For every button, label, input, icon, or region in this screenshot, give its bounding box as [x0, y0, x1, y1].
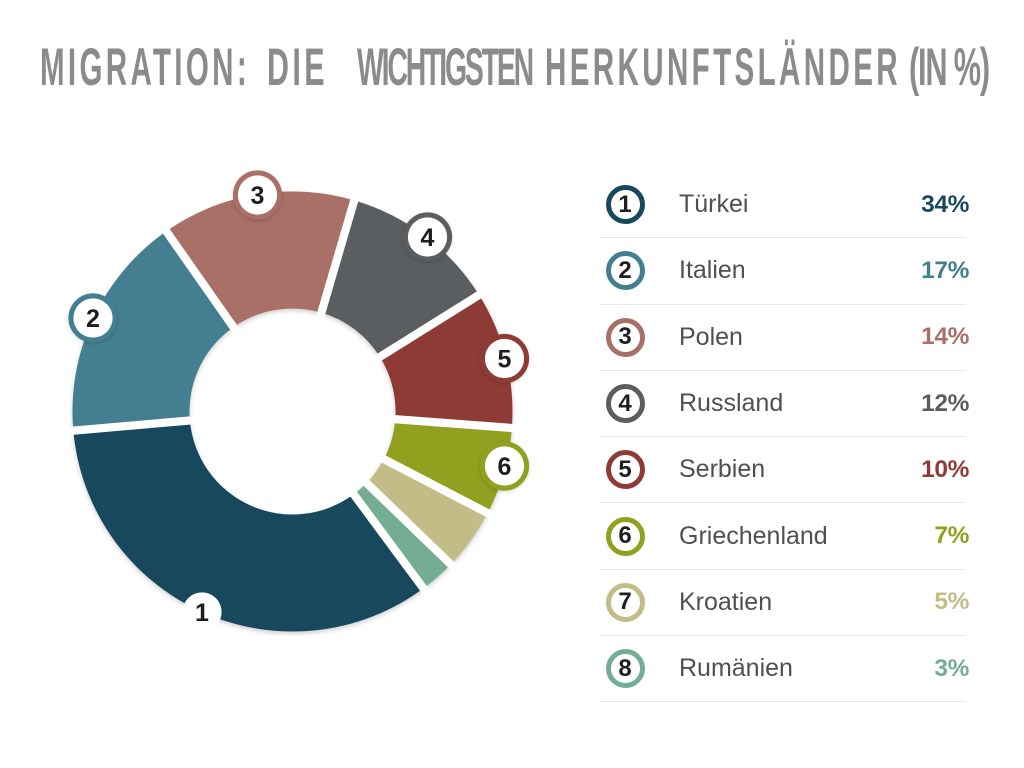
svg-text:3: 3	[251, 182, 265, 210]
svg-text:4: 4	[421, 224, 435, 252]
svg-text:HERKUNFTSLÄNDER: HERKUNFTSLÄNDER	[545, 38, 901, 97]
svg-text:(IN %): (IN %)	[909, 38, 989, 97]
svg-text:WICHTIGSTEN: WICHTIGSTEN	[357, 38, 532, 97]
svg-text:MIGRATION:: MIGRATION:	[42, 38, 250, 97]
svg-text:6: 6	[498, 453, 512, 481]
svg-text:DIE: DIE	[267, 38, 328, 97]
svg-text:1: 1	[195, 599, 209, 627]
svg-text:5: 5	[498, 346, 512, 374]
svg-text:2: 2	[86, 305, 100, 333]
